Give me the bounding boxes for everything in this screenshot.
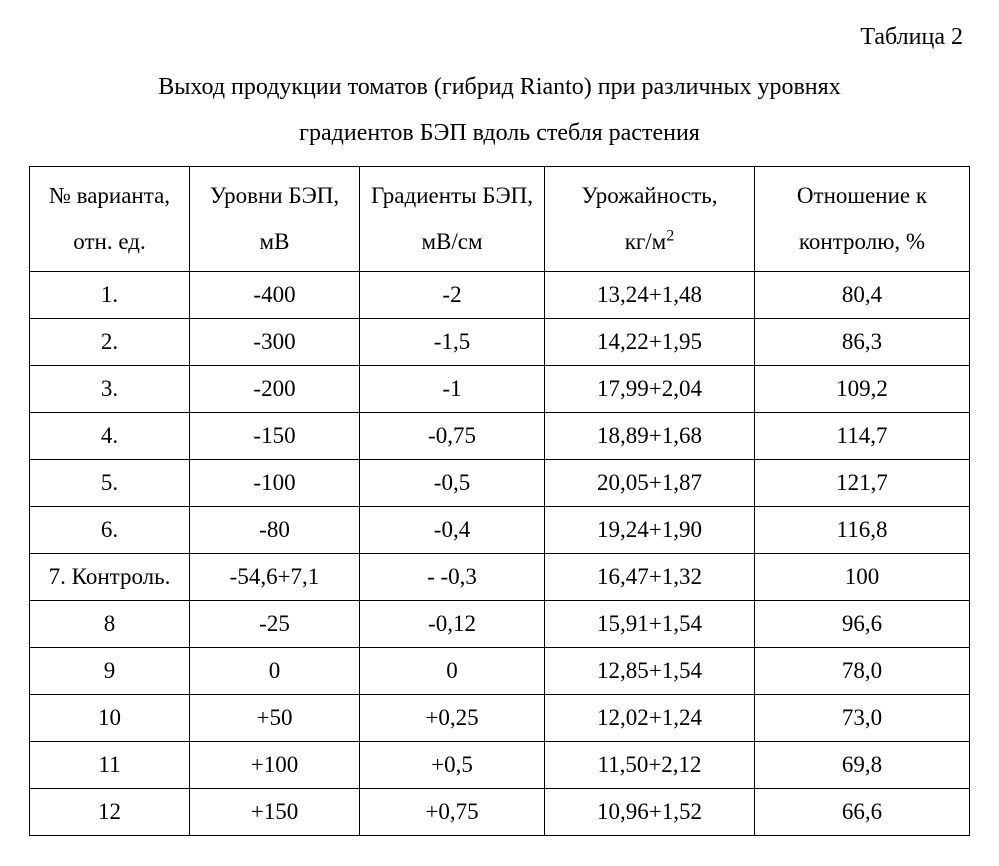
table-cell: - -0,3	[360, 554, 545, 601]
table-cell: +100	[190, 742, 360, 789]
table-row: 3.-200-117,99+2,04109,2	[30, 366, 970, 413]
table-row: 1.-400-213,24+1,4880,4	[30, 272, 970, 319]
table-cell: 100	[755, 554, 970, 601]
col-header-line2: мВ	[260, 229, 290, 254]
table-cell: 69,8	[755, 742, 970, 789]
table-cell: -1,5	[360, 319, 545, 366]
table-cell: -200	[190, 366, 360, 413]
table-cell: 80,4	[755, 272, 970, 319]
table-cell: 114,7	[755, 413, 970, 460]
table-row: 90012,85+1,5478,0	[30, 648, 970, 695]
table-cell: 4.	[30, 413, 190, 460]
table-cell: 0	[190, 648, 360, 695]
table-cell: 10,96+1,52	[545, 789, 755, 836]
table-row: 6.-80-0,419,24+1,90116,8	[30, 507, 970, 554]
table-cell: +0,25	[360, 695, 545, 742]
table-cell: -1	[360, 366, 545, 413]
table-cell: 73,0	[755, 695, 970, 742]
table-cell: 17,99+2,04	[545, 366, 755, 413]
table-cell: 116,8	[755, 507, 970, 554]
table-cell: 3.	[30, 366, 190, 413]
table-cell: 8	[30, 601, 190, 648]
table-cell: 12,85+1,54	[545, 648, 755, 695]
table-cell: 12	[30, 789, 190, 836]
table-cell: 66,6	[755, 789, 970, 836]
col-header-line2: кг/м2	[625, 229, 675, 254]
table-cell: 13,24+1,48	[545, 272, 755, 319]
table-row: 8-25-0,1215,91+1,5496,6	[30, 601, 970, 648]
table-cell: -0,4	[360, 507, 545, 554]
table-cell: 7. Контроль.	[30, 554, 190, 601]
table-header: № варианта, отн. ед. Уровни БЭП, мВ Град…	[30, 167, 970, 272]
table-cell: 10	[30, 695, 190, 742]
col-header-line1: Градиенты БЭП,	[371, 183, 533, 208]
table-cell: 18,89+1,68	[545, 413, 755, 460]
table-cell: -0,12	[360, 601, 545, 648]
caption-line-2: градиентов БЭП вдоль стебля растения	[299, 120, 700, 146]
table-row: 7. Контроль.-54,6+7,1- -0,316,47+1,32100	[30, 554, 970, 601]
table-cell: -0,75	[360, 413, 545, 460]
col-header-ratio: Отношение к контролю, %	[755, 167, 970, 272]
table-cell: -0,5	[360, 460, 545, 507]
table-cell: -54,6+7,1	[190, 554, 360, 601]
table-cell: 121,7	[755, 460, 970, 507]
table-row: 12+150+0,7510,96+1,5266,6	[30, 789, 970, 836]
col-header-line1: Отношение к	[797, 183, 927, 208]
document-page: Таблица 2 Выход продукции томатов (гибри…	[0, 0, 999, 856]
table-cell: 16,47+1,32	[545, 554, 755, 601]
col-header-levels: Уровни БЭП, мВ	[190, 167, 360, 272]
table-cell: 6.	[30, 507, 190, 554]
table-row: 10+50+0,2512,02+1,2473,0	[30, 695, 970, 742]
table-cell: 20,05+1,87	[545, 460, 755, 507]
table-cell: 1.	[30, 272, 190, 319]
table-row: 2.-300-1,514,22+1,9586,3	[30, 319, 970, 366]
table-cell: +150	[190, 789, 360, 836]
col-header-variant: № варианта, отн. ед.	[30, 167, 190, 272]
table-cell: +50	[190, 695, 360, 742]
caption-line-1: Выход продукции томатов (гибрид Rianto) …	[158, 74, 840, 100]
table-cell: 11	[30, 742, 190, 789]
table-caption: Выход продукции томатов (гибрид Rianto) …	[50, 65, 950, 156]
table-cell: -300	[190, 319, 360, 366]
col-header-yield: Урожайность, кг/м2	[545, 167, 755, 272]
table-cell: -150	[190, 413, 360, 460]
table-cell: 109,2	[755, 366, 970, 413]
table-cell: 19,24+1,90	[545, 507, 755, 554]
table-cell: +0,5	[360, 742, 545, 789]
col-header-line1: Урожайность,	[582, 183, 718, 208]
col-header-line2: мВ/см	[421, 229, 482, 254]
table-cell: 12,02+1,24	[545, 695, 755, 742]
table-row: 5.-100-0,520,05+1,87121,7	[30, 460, 970, 507]
table-cell: -400	[190, 272, 360, 319]
table-cell: 11,50+2,12	[545, 742, 755, 789]
table-cell: 5.	[30, 460, 190, 507]
table-cell: -100	[190, 460, 360, 507]
col-header-line1: № варианта,	[49, 183, 170, 208]
table-cell: -2	[360, 272, 545, 319]
table-cell: +0,75	[360, 789, 545, 836]
col-header-gradients: Градиенты БЭП, мВ/см	[360, 167, 545, 272]
table-row: 11+100+0,511,50+2,1269,8	[30, 742, 970, 789]
table-number-label: Таблица 2	[28, 24, 963, 51]
table-cell: -80	[190, 507, 360, 554]
table-cell: 78,0	[755, 648, 970, 695]
table-cell: 14,22+1,95	[545, 319, 755, 366]
table-cell: -25	[190, 601, 360, 648]
col-header-line2: отн. ед.	[73, 229, 145, 254]
data-table: № варианта, отн. ед. Уровни БЭП, мВ Град…	[29, 166, 970, 836]
col-header-line2: контролю, %	[799, 229, 925, 254]
table-row: 4.-150-0,7518,89+1,68114,7	[30, 413, 970, 460]
table-header-row: № варианта, отн. ед. Уровни БЭП, мВ Град…	[30, 167, 970, 272]
table-cell: 15,91+1,54	[545, 601, 755, 648]
table-cell: 2.	[30, 319, 190, 366]
col-header-line1: Уровни БЭП,	[210, 183, 339, 208]
table-cell: 96,6	[755, 601, 970, 648]
table-cell: 86,3	[755, 319, 970, 366]
table-cell: 0	[360, 648, 545, 695]
table-body: 1.-400-213,24+1,4880,42.-300-1,514,22+1,…	[30, 272, 970, 836]
table-cell: 9	[30, 648, 190, 695]
